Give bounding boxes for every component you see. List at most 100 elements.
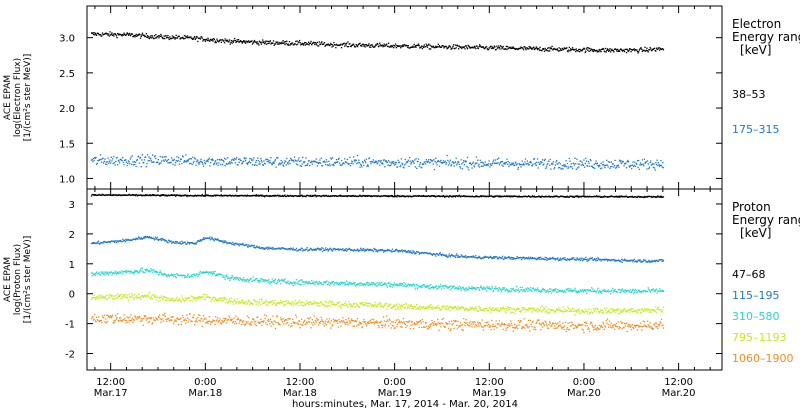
data-point [97,242,99,244]
data-point [255,194,257,196]
data-point [222,159,224,162]
data-point [239,158,241,160]
data-point [556,291,558,293]
data-point [132,238,135,240]
data-point [188,242,190,244]
data-point [620,290,623,292]
data-point [332,44,334,46]
data-point [662,289,664,291]
data-point [180,274,182,276]
data-point [123,293,125,296]
data-point [340,43,342,45]
data-point [480,165,483,167]
data-point [117,194,119,196]
data-point [559,166,561,169]
data-point [429,287,431,290]
data-point [160,194,162,196]
data-point [407,283,409,285]
data-point [150,298,152,300]
data-point [215,41,217,44]
data-point [297,282,299,284]
data-point [513,47,515,49]
data-point [356,195,358,198]
data-point [499,196,501,198]
data-point [346,303,348,305]
data-point [585,50,587,52]
data-point [248,40,250,42]
data-point [374,248,376,251]
data-point [133,34,135,37]
data-point [185,35,187,37]
data-point [277,157,279,159]
data-point [412,161,415,163]
data-point [283,165,285,167]
data-point [226,40,228,42]
data-point [500,45,502,47]
data-point [160,273,163,275]
data-point [202,272,205,274]
data-point [249,157,251,160]
data-point [561,49,563,51]
data-point [467,44,469,46]
data-point [213,271,215,273]
data-point [613,289,615,291]
data-point [254,194,256,197]
data-point [562,168,564,170]
data-point [456,256,458,258]
data-point [486,290,488,292]
data-point [529,161,531,163]
data-point [500,195,502,197]
data-point [210,272,212,275]
data-point [319,249,321,251]
data-point [139,238,142,240]
data-point [244,42,247,44]
data-point [157,273,159,275]
data-point [431,46,434,48]
data-point [221,159,223,161]
data-point [524,46,526,48]
data-point [195,274,197,277]
data-point [282,40,284,42]
data-point [409,47,411,49]
data-point [447,255,450,257]
data-point [211,158,214,160]
data-point [435,253,437,255]
data-point [570,290,572,292]
data-point [271,278,273,280]
data-point [571,258,574,260]
data-point [556,258,558,260]
data-point [344,284,346,286]
data-point [302,281,305,283]
data-point [324,45,326,47]
data-point [559,48,562,50]
data-point [248,160,250,163]
data-point [308,282,310,284]
data-point [626,48,628,50]
data-point [295,40,297,43]
data-point [365,44,367,46]
data-point [407,45,409,47]
data-point [613,290,616,292]
data-point [621,49,623,52]
data-point [320,157,322,159]
data-point [632,49,635,51]
data-point [255,303,257,305]
data-point [151,35,153,37]
data-point [450,254,452,257]
data-point [498,45,500,47]
data-point [271,247,273,249]
data-point [398,303,401,305]
data-point [183,299,185,301]
data-point [162,296,165,298]
data-point [264,43,266,45]
data-point [309,281,311,283]
data-point [187,297,189,299]
data-point [657,196,659,198]
data-point [573,257,575,259]
data-point [314,194,317,196]
data-point [303,195,305,197]
data-point [269,281,271,283]
data-point [345,248,347,250]
data-point [92,242,94,244]
data-point [474,256,476,259]
